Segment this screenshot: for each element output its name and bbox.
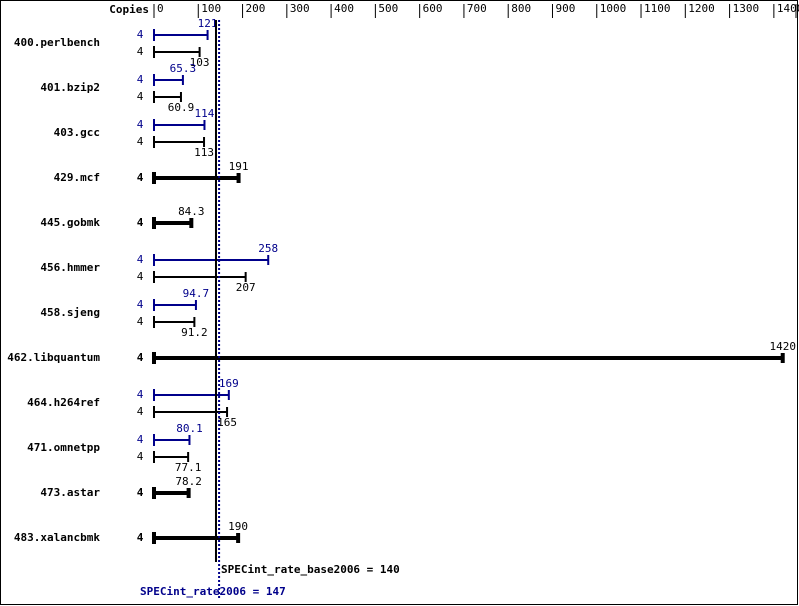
category-label: 401.bzip2 xyxy=(40,81,100,94)
x-tick-label: 500 xyxy=(378,2,398,15)
bar xyxy=(153,389,230,401)
value-label: 103 xyxy=(190,56,210,69)
value-label: 65.3 xyxy=(170,62,197,75)
copies-label: 4 xyxy=(137,90,144,103)
value-label: 113 xyxy=(194,146,214,159)
copies-label: 4 xyxy=(137,351,144,364)
copies-label: 4 xyxy=(137,135,144,148)
value-label: 78.2 xyxy=(175,475,202,488)
bar xyxy=(153,299,197,311)
category-label: 400.perlbench xyxy=(14,36,100,49)
bar xyxy=(152,487,191,499)
x-tick-label: 1300 xyxy=(733,2,760,15)
bar xyxy=(153,136,206,148)
value-label: 91.2 xyxy=(181,326,208,339)
value-label: 207 xyxy=(236,281,256,294)
x-tick-label: 1400 xyxy=(777,2,799,15)
bar xyxy=(152,217,194,229)
copies-label: 4 xyxy=(137,73,144,86)
copies-label: 4 xyxy=(137,253,144,266)
x-tick-label: 900 xyxy=(555,2,575,15)
copies-label: 4 xyxy=(137,118,144,131)
bar xyxy=(153,254,270,266)
copies-label: 4 xyxy=(137,388,144,401)
x-tick-label: 700 xyxy=(467,2,487,15)
x-tick-label: 0 xyxy=(157,2,164,15)
value-label: 80.1 xyxy=(176,422,203,435)
category-label: 456.hmmer xyxy=(40,261,100,274)
bar xyxy=(153,316,196,328)
value-label: 77.1 xyxy=(175,461,202,474)
copies-label: 4 xyxy=(137,433,144,446)
category-label: 464.h264ref xyxy=(27,396,100,409)
copies-label: 4 xyxy=(137,270,144,283)
bar xyxy=(153,74,184,86)
x-tick-label: 1100 xyxy=(644,2,671,15)
bar xyxy=(153,46,201,58)
copies-label: 4 xyxy=(137,405,144,418)
reference-label: SPECint_rate2006 = 147 xyxy=(140,585,286,598)
value-label: 94.7 xyxy=(183,287,210,300)
category-label: 429.mcf xyxy=(54,171,100,184)
copies-label: 4 xyxy=(137,216,144,229)
category-label: 483.xalancbmk xyxy=(14,531,100,544)
reference-label: SPECint_rate_base2006 = 140 xyxy=(221,563,400,576)
category-label: 403.gcc xyxy=(54,126,100,139)
value-label: 169 xyxy=(219,377,239,390)
x-tick-label: 1200 xyxy=(688,2,715,15)
value-label: 1420 xyxy=(769,340,796,353)
copies-label: 4 xyxy=(137,450,144,463)
copies-label: 4 xyxy=(137,298,144,311)
bar xyxy=(153,271,247,283)
bar xyxy=(153,119,206,131)
copies-label: 4 xyxy=(137,315,144,328)
x-tick-label: 300 xyxy=(290,2,310,15)
bar xyxy=(153,29,209,41)
x-tick-label: 100 xyxy=(201,2,221,15)
copies-label: 4 xyxy=(137,531,144,544)
x-tick-label: 400 xyxy=(334,2,354,15)
category-label: 473.astar xyxy=(40,486,100,499)
category-label: 458.sjeng xyxy=(40,306,100,319)
x-tick-label: 1000 xyxy=(600,2,627,15)
copies-label: 4 xyxy=(137,28,144,41)
copies-label: 4 xyxy=(137,45,144,58)
copies-label: 4 xyxy=(137,171,144,184)
category-label: 471.omnetpp xyxy=(27,441,100,454)
value-label: 190 xyxy=(228,520,248,533)
value-label: 165 xyxy=(217,416,237,429)
bar xyxy=(152,172,241,184)
bar xyxy=(152,532,241,544)
bar xyxy=(153,451,190,463)
category-label: 445.gobmk xyxy=(40,216,100,229)
copies-label: 4 xyxy=(137,486,144,499)
x-tick-label: 200 xyxy=(246,2,266,15)
bar xyxy=(153,406,229,418)
value-label: 84.3 xyxy=(178,205,205,218)
category-label: 462.libquantum xyxy=(7,351,100,364)
value-label: 121 xyxy=(198,17,218,30)
bar xyxy=(152,352,785,364)
bar xyxy=(153,91,182,103)
copies-header: Copies xyxy=(109,3,149,16)
value-label: 191 xyxy=(229,160,249,173)
value-label: 258 xyxy=(258,242,278,255)
value-label: 114 xyxy=(195,107,215,120)
x-tick-label: 600 xyxy=(423,2,443,15)
x-tick-label: 800 xyxy=(511,2,531,15)
value-label: 60.9 xyxy=(168,101,195,114)
bar xyxy=(153,434,191,446)
